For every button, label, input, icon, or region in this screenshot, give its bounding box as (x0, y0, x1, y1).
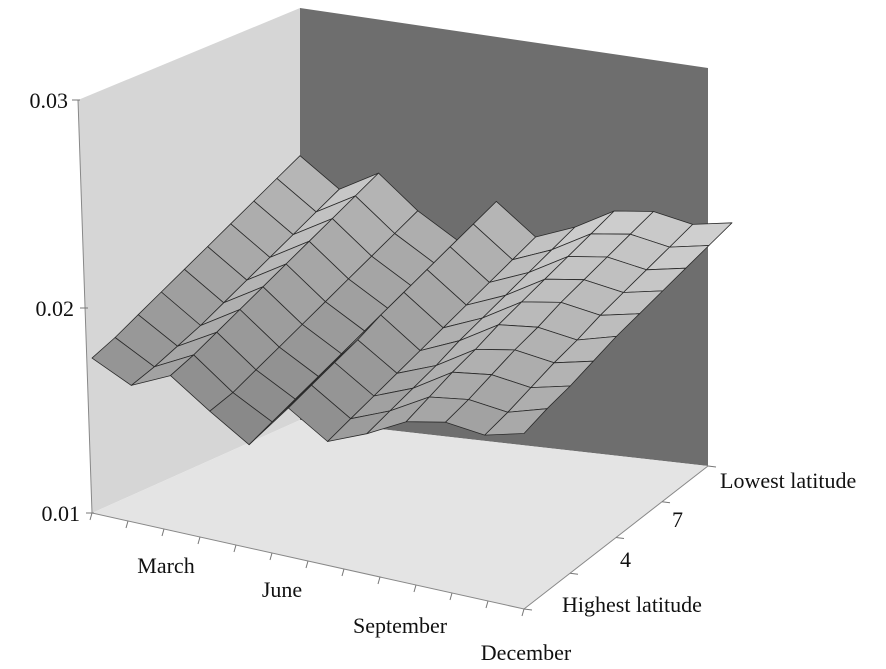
surface-plot (91, 155, 733, 446)
month-tick-mark (305, 560, 309, 569)
month-tick-label: March (137, 553, 194, 578)
z-tick-label: 0.01 (42, 501, 81, 526)
latitude-tick-label: 4 (620, 547, 631, 572)
latitude-tick-label: Highest latitude (562, 592, 702, 617)
month-axis: March June September December (89, 512, 572, 665)
month-tick-label: September (353, 613, 448, 638)
month-tick-mark (125, 520, 129, 529)
month-tick-mark (197, 536, 201, 545)
month-tick-mark (341, 568, 345, 577)
month-tick-mark (449, 592, 453, 601)
month-tick-mark (413, 584, 417, 593)
latitude-tick-label: 7 (672, 507, 683, 532)
month-tick-mark (233, 544, 237, 553)
month-tick-label: December (481, 640, 572, 665)
latitude-tick-mark (569, 572, 579, 575)
z-tick-label: 0.03 (30, 88, 69, 113)
month-tick-mark (485, 600, 489, 609)
month-tick-label: June (262, 577, 302, 602)
month-tick-mark (269, 552, 273, 561)
month-tick-mark (89, 512, 93, 521)
latitude-tick-marks (523, 465, 717, 611)
latitude-tick-label: Lowest latitude (720, 468, 856, 493)
month-tick-mark (377, 576, 381, 585)
latitude-axis: Highest latitude 4 7 Lowest latitude (523, 465, 856, 617)
month-tick-mark (521, 608, 525, 617)
floor (92, 420, 708, 609)
latitude-tick-mark (615, 537, 625, 539)
latitude-tick-mark (707, 465, 717, 468)
month-tick-marks (89, 512, 525, 617)
surface-patch (484, 408, 548, 436)
z-axis: 0.03 0.02 0.01 (30, 88, 94, 526)
latitude-tick-mark (661, 501, 671, 504)
z-tick-label: 0.02 (36, 296, 75, 321)
latitude-tick-mark (523, 608, 533, 611)
month-tick-mark (161, 528, 165, 537)
